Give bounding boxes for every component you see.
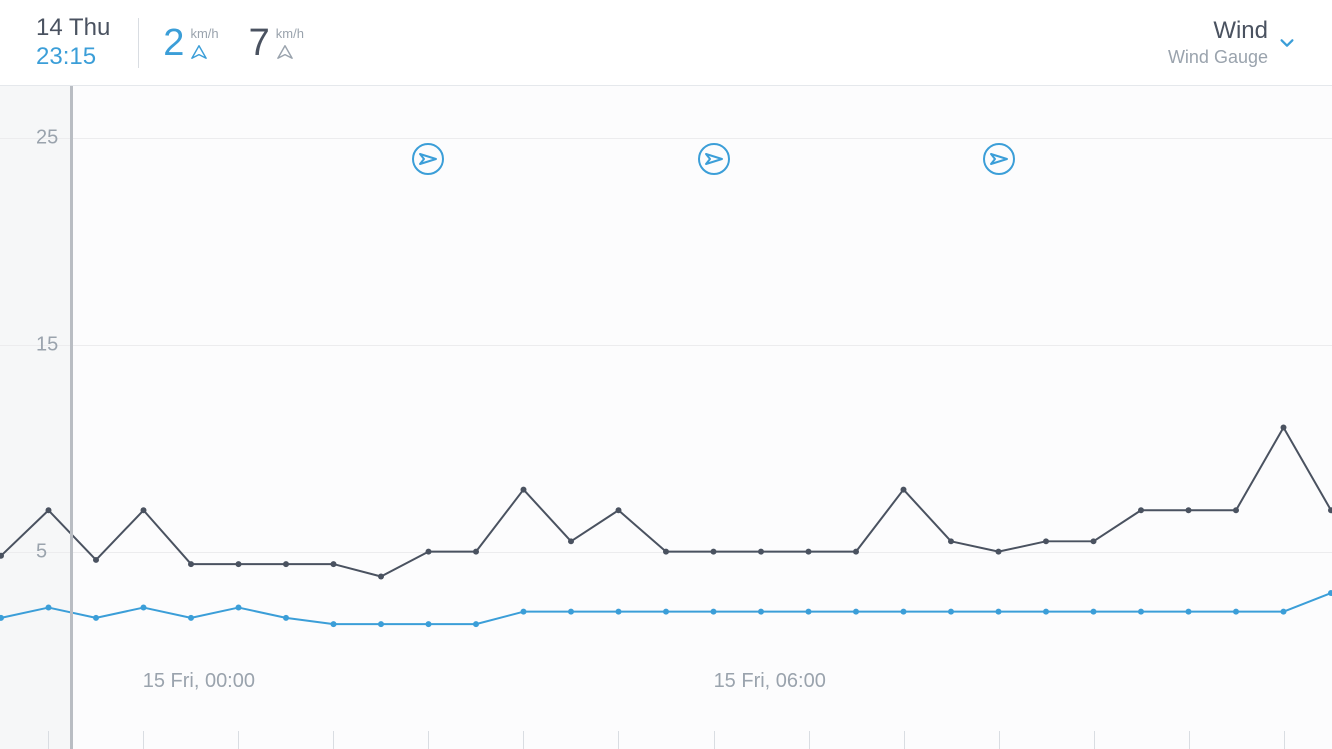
device-name: Wind Gauge — [1168, 46, 1268, 69]
header-divider — [138, 18, 139, 68]
chevron-down-icon — [1278, 34, 1296, 52]
header-avg-reading: 2 km/h — [163, 24, 218, 62]
x-axis-minor-tick — [1189, 731, 1190, 749]
x-axis-minor-tick — [714, 731, 715, 749]
x-axis-minor-tick — [48, 731, 49, 749]
wind-direction-icon — [276, 44, 294, 60]
metric-name: Wind — [1213, 16, 1268, 46]
gust-series-line — [0, 424, 1332, 579]
wind-direction-icon — [190, 44, 208, 60]
x-axis-minor-tick — [143, 731, 144, 749]
wind-direction-marker — [411, 142, 445, 176]
avg-series-line — [0, 590, 1332, 627]
avg-unit: km/h — [190, 27, 218, 40]
header-bar: 14 Thu 23:15 2 km/h 7 km/h — [0, 0, 1332, 85]
x-axis-tick-label: 15 Fri, 06:00 — [714, 670, 826, 693]
y-axis-tick-label: 5 — [36, 541, 47, 564]
x-axis-minor-tick — [428, 731, 429, 749]
y-axis-tick-label: 25 — [36, 126, 58, 149]
gust-unit: km/h — [276, 27, 304, 40]
x-axis-minor-tick — [1284, 731, 1285, 749]
x-axis-minor-tick — [333, 731, 334, 749]
gust-value: 7 — [249, 24, 270, 62]
x-axis-minor-tick — [1094, 731, 1095, 749]
x-axis-minor-tick — [618, 731, 619, 749]
x-axis-minor-tick — [809, 731, 810, 749]
x-axis-minor-tick — [904, 731, 905, 749]
header-time: 23:15 — [36, 43, 110, 72]
header-date: 14 Thu — [36, 14, 110, 43]
x-axis-tick-label: 15 Fri, 00:00 — [143, 670, 255, 693]
x-axis-minor-tick — [523, 731, 524, 749]
wind-line-chart[interactable]: 5 15 25 15 Fri, 00:00 15 Fri, 06:00 — [0, 85, 1332, 749]
wind-chart-screen: { "header": { "date_label": "14 Thu", "t… — [0, 0, 1332, 749]
chart-plot-svg — [0, 86, 1332, 749]
header-datetime: 14 Thu 23:15 — [36, 14, 110, 72]
header-metric-selector[interactable]: Wind Wind Gauge — [1168, 16, 1296, 69]
wind-direction-marker — [982, 142, 1016, 176]
wind-direction-marker — [697, 142, 731, 176]
header-gust-reading: 7 km/h — [249, 24, 304, 62]
chart-time-cursor[interactable] — [70, 86, 73, 749]
y-axis-tick-label: 15 — [36, 334, 58, 357]
x-axis-minor-tick — [238, 731, 239, 749]
x-axis-minor-tick — [999, 731, 1000, 749]
avg-value: 2 — [163, 24, 184, 62]
